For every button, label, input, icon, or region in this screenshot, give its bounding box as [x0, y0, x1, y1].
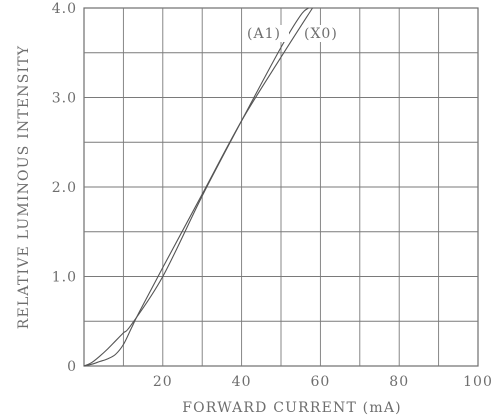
y-tick-label: 2.0 [52, 180, 77, 196]
y-tick-labels: 0 1.0 2.0 3.0 4.0 [52, 1, 77, 375]
grid-lines [84, 8, 478, 366]
series-label-background [302, 25, 346, 42]
x-tick-labels: 20 40 60 80 100 [153, 374, 493, 390]
y-tick-label: 3.0 [52, 91, 77, 107]
x-tick-label: 100 [463, 374, 493, 390]
x-tick-label: 20 [153, 374, 173, 390]
x-tick-label: 60 [310, 374, 330, 390]
series-label-a1: (A1) [247, 26, 281, 42]
series-labels: (A1) (X0) [245, 25, 346, 42]
x-tick-label: 80 [389, 374, 409, 390]
series-label-background [245, 25, 289, 42]
y-tick-label: 0 [67, 359, 77, 375]
x-axis-label: FORWARD CURRENT (mA) [182, 400, 402, 416]
y-tick-label: 4.0 [52, 1, 77, 17]
y-axis-label: RELATIVE LUMINOUS INTENSITY [16, 45, 32, 330]
x-tick-label: 40 [232, 374, 252, 390]
y-tick-label: 1.0 [52, 270, 77, 286]
series-line-x0 [83, 7, 313, 367]
series-lines [83, 7, 313, 367]
series-label-x0: (X0) [304, 26, 338, 42]
